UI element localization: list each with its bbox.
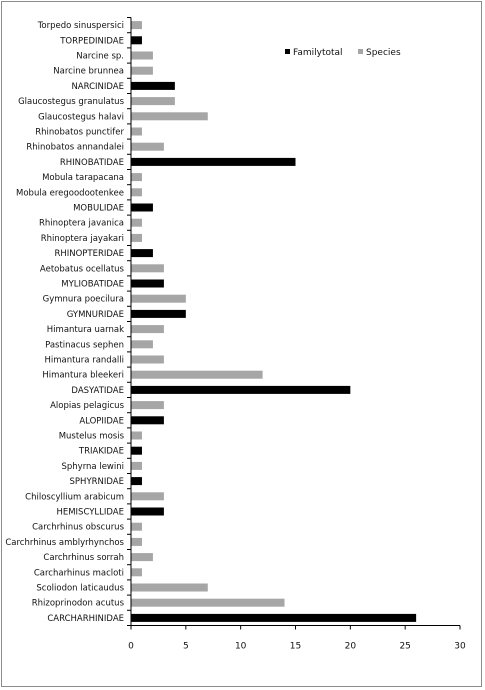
y-axis-ticks bbox=[127, 17, 131, 626]
x-tick-label: 15 bbox=[290, 642, 301, 652]
bar-alopias-pelagicus bbox=[131, 401, 164, 410]
legend-swatch-species bbox=[358, 49, 363, 54]
category-label: RHINOPTERIDAE bbox=[54, 249, 124, 259]
bar-narcine-brunnea bbox=[131, 66, 153, 75]
bar-rhizoprinodon-acutus bbox=[131, 598, 285, 607]
category-label: Narcine brunnea bbox=[53, 67, 124, 77]
bar-pastinacus-sephen bbox=[131, 340, 153, 349]
bar-alopiidae bbox=[131, 416, 164, 425]
category-label: MOBULIDAE bbox=[73, 204, 124, 214]
legend-label-species: Species bbox=[366, 48, 401, 58]
category-label: GYMNURIDAE bbox=[67, 310, 124, 320]
x-axis-ticks: 0 5 10 15 20 25 30 bbox=[128, 625, 466, 652]
category-label: Carcharhinus macloti bbox=[34, 568, 124, 578]
bar-carcharhinidae bbox=[131, 613, 417, 622]
category-label: NARCINIDAE bbox=[71, 82, 124, 92]
bar-carchrhinus-amblyrhynchos bbox=[131, 537, 142, 546]
category-label: TORPEDINIDAE bbox=[59, 36, 124, 46]
bar-rhinopteridae bbox=[131, 249, 153, 258]
bar-mobulidae bbox=[131, 203, 153, 212]
category-label: Sphyrna lewini bbox=[61, 462, 124, 472]
category-label: Narcine sp. bbox=[76, 52, 124, 62]
category-label: DASYATIDAE bbox=[71, 386, 124, 396]
bar-himantura-randalli bbox=[131, 355, 164, 364]
x-tick-label: 30 bbox=[454, 642, 466, 652]
category-label: Gymnura poecilura bbox=[43, 295, 124, 305]
category-label: Carchrhinus sorrah bbox=[43, 553, 124, 563]
category-label: Mobula tarapacana bbox=[42, 173, 124, 183]
category-label: Alopias pelagicus bbox=[50, 401, 124, 411]
bar-gymnuridae bbox=[131, 309, 186, 318]
category-label: HEMISCYLLIDAE bbox=[56, 508, 124, 518]
category-label: Rhinobatos punctifer bbox=[35, 128, 124, 138]
bar-glaucostegus-halavi bbox=[131, 112, 208, 121]
bar-scoliodon-laticaudus bbox=[131, 583, 208, 592]
category-label: Himantura bleekeri bbox=[42, 371, 124, 381]
bar-dasyatidae bbox=[131, 385, 351, 394]
bars-group bbox=[131, 21, 417, 622]
bar-mobula-tarapacana bbox=[131, 173, 142, 182]
legend-label-familytotal: Familytotal bbox=[293, 48, 343, 58]
bar-mobula-eregoodootenkee bbox=[131, 188, 142, 197]
category-label: Chiloscyllium arabicum bbox=[25, 492, 124, 502]
bar-myliobatidae bbox=[131, 279, 164, 288]
category-label: Himantura uarnak bbox=[47, 325, 124, 335]
category-label: Rhinoptera javanica bbox=[39, 219, 124, 229]
legend-swatch-familytotal bbox=[285, 49, 290, 54]
bar-rhinobatidae bbox=[131, 157, 296, 166]
category-label: ALOPIIDAE bbox=[79, 416, 124, 426]
bar-narcinidae bbox=[131, 81, 175, 90]
category-label: Carchrhinus obscurus bbox=[32, 523, 124, 533]
category-label: Mobula eregoodootenkee bbox=[16, 188, 124, 198]
bar-sphyrnidae bbox=[131, 477, 142, 486]
x-tick-label: 25 bbox=[399, 642, 410, 652]
category-label: Glaucostegus granulatus bbox=[18, 97, 124, 107]
category-label: Rhinoptera jayakari bbox=[41, 234, 124, 244]
category-label: Torpedo sinuspersici bbox=[37, 21, 124, 31]
category-label: MYLIOBATIDAE bbox=[61, 280, 124, 290]
bar-gymnura-poecilura bbox=[131, 294, 186, 303]
category-label: Rhinobatos annandalei bbox=[26, 143, 124, 153]
category-label: Pastinacus sephen bbox=[45, 340, 124, 350]
category-labels: CARCHARHINIDAE Rhizoprinodon acutus Scolio… bbox=[5, 21, 124, 624]
bar-himantura-bleekeri bbox=[131, 370, 263, 379]
bar-torpedo-sinuspersici bbox=[131, 21, 142, 30]
bar-carchrhinus-obscurus bbox=[131, 522, 142, 531]
x-tick-label: 0 bbox=[128, 642, 134, 652]
bar-triakidae bbox=[131, 446, 142, 455]
bar-rhinobatos-annandalei bbox=[131, 142, 164, 151]
x-tick-label: 5 bbox=[183, 642, 189, 652]
bar-rhinoptera-jayakari bbox=[131, 233, 142, 242]
bar-mustelus-mosis bbox=[131, 431, 142, 440]
bar-carcharhinus-macloti bbox=[131, 568, 142, 577]
x-tick-label: 20 bbox=[345, 642, 357, 652]
category-label: CARCHARHINIDAE bbox=[47, 614, 124, 624]
bar-chiloscyllium-arabicum bbox=[131, 492, 164, 501]
x-tick-label: 10 bbox=[235, 642, 247, 652]
category-label: Rhizoprinodon acutus bbox=[32, 599, 125, 609]
bar-rhinobatos-punctifer bbox=[131, 127, 142, 136]
bar-sphyrna-lewini bbox=[131, 461, 142, 470]
category-label: Scoliodon laticaudus bbox=[36, 584, 124, 594]
category-label: TRIAKIDAE bbox=[78, 447, 124, 457]
category-label: RHINOBATIDAE bbox=[60, 158, 124, 168]
category-label: Mustelus mosis bbox=[59, 432, 125, 442]
category-label: Himantura randalli bbox=[44, 356, 124, 366]
category-label: Aetobatus ocellatus bbox=[40, 264, 125, 274]
bar-narcine-sp bbox=[131, 51, 153, 60]
bar-himantura-uarnak bbox=[131, 325, 164, 334]
bar-aetobatus-ocellatus bbox=[131, 264, 164, 273]
bar-rhinoptera-javanica bbox=[131, 218, 142, 227]
legend: Familytotal Species bbox=[285, 48, 401, 58]
bar-torpedinidae bbox=[131, 36, 142, 45]
category-label: SPHYRNIDAE bbox=[70, 477, 124, 487]
category-label: Glaucostegus halavi bbox=[38, 112, 124, 122]
bar-carchrhinus-sorrah bbox=[131, 553, 153, 562]
category-label: Carchrhinus amblyrhynchos bbox=[5, 538, 124, 548]
bar-glaucostegus-granulatus bbox=[131, 97, 175, 106]
bar-hemiscyllidae bbox=[131, 507, 164, 516]
